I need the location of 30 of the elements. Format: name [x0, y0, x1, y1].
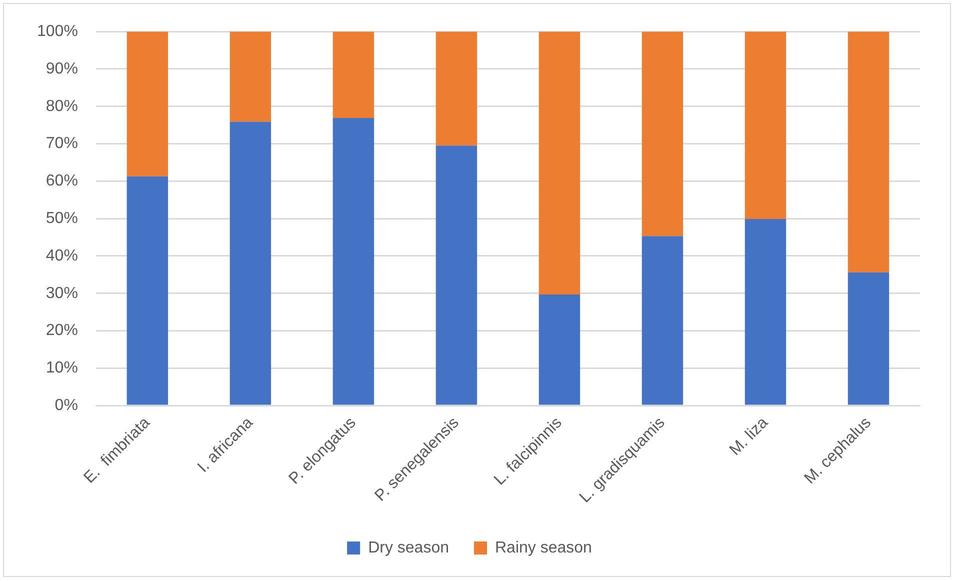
bar [744, 218, 786, 405]
bar [848, 32, 890, 272]
y-tick-label: 20% [46, 322, 78, 340]
bar [642, 236, 684, 405]
x-tick-label: M. liza [726, 414, 772, 459]
bar [332, 118, 374, 405]
bar [848, 272, 890, 405]
bar [126, 176, 168, 405]
y-tick-label: 10% [46, 360, 78, 377]
y-tick-label: 30% [46, 284, 78, 302]
y-tick-label: 0% [54, 396, 78, 414]
bar [436, 32, 478, 146]
y-tick-label: 100% [37, 23, 78, 40]
y-tick-label: 60% [46, 172, 78, 190]
y-tick-label: 50% [46, 210, 78, 227]
bar [538, 294, 580, 405]
bar [126, 32, 168, 176]
bar [332, 32, 374, 118]
legend-label: Dry season [368, 539, 449, 556]
y-tick-label: 80% [46, 98, 78, 115]
legend-label: Rainy season [494, 539, 592, 556]
bar [642, 32, 684, 236]
y-tick-label: 90% [46, 60, 78, 78]
bar [538, 32, 580, 294]
bar [230, 32, 272, 122]
bar [230, 122, 272, 405]
y-tick-label: 70% [46, 135, 78, 152]
bar [436, 146, 478, 405]
y-tick-label: 40% [46, 247, 78, 264]
bar [744, 32, 786, 219]
